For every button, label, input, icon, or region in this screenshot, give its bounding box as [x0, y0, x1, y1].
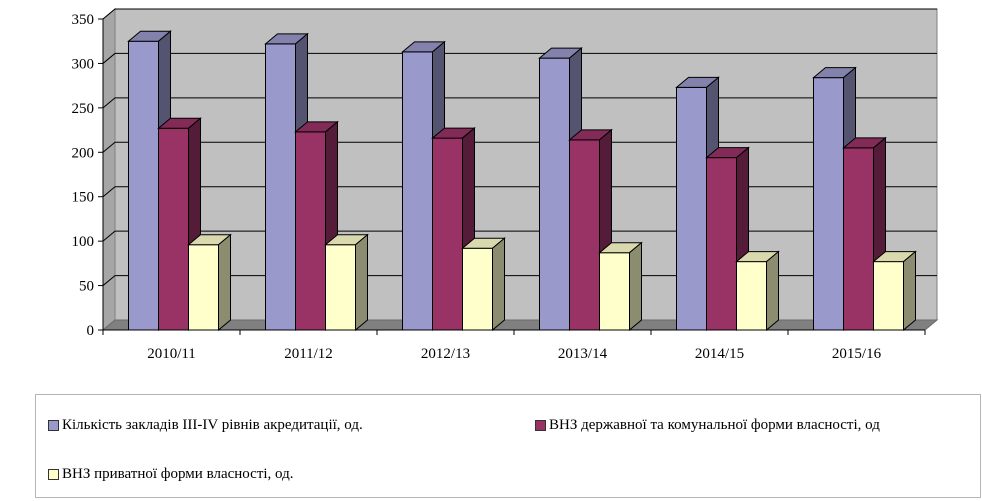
- bar: [187, 233, 232, 332]
- side-wall: [102, 7, 116, 332]
- legend-item-2: ВНЗ державної та комунальної форми власн…: [535, 417, 880, 434]
- bar-front: [462, 247, 493, 331]
- bar-side: [492, 237, 505, 332]
- bar: [735, 250, 780, 332]
- bar-front: [539, 57, 570, 331]
- x-tick-label: 2012/13: [421, 346, 470, 362]
- bar: [872, 250, 917, 332]
- legend-swatch-2: [535, 420, 546, 431]
- y-tick-label: 350: [72, 12, 95, 28]
- bar: [324, 233, 369, 332]
- bar: [705, 146, 750, 332]
- legend-swatch-3: [48, 469, 59, 480]
- y-tick-label: 0: [87, 323, 95, 339]
- bar-front: [295, 131, 326, 331]
- bar: [461, 237, 506, 332]
- gridline: [102, 186, 937, 198]
- x-tick-label: 2010/11: [147, 346, 196, 362]
- y-tick-labels: 0 50 100 150 200 250 300 350: [72, 12, 95, 339]
- bar: [538, 47, 583, 332]
- bar-front: [569, 139, 600, 331]
- bar-chart: 0 50 100 150 200 250 300 350 2010/11 2011/12 2012…: [72, 7, 939, 362]
- x-tick-label: 2015/16: [832, 346, 882, 362]
- bar-front: [843, 147, 874, 331]
- bar-side: [218, 233, 231, 332]
- bar: [568, 128, 613, 332]
- gridline: [102, 275, 937, 286]
- bar-front: [599, 252, 630, 331]
- axes: [98, 18, 926, 335]
- legend-swatch-1: [48, 420, 59, 431]
- bar-front: [158, 127, 189, 331]
- bar-front: [873, 261, 904, 331]
- x-tick-label: 2011/12: [284, 346, 333, 362]
- bar-front: [402, 51, 433, 331]
- x-tick-label: 2014/15: [695, 346, 744, 362]
- legend: Кількість закладів ІІІ-IV рівнів акредит…: [35, 394, 981, 498]
- gridline: [102, 230, 937, 242]
- legend-label-1: Кількість закладів ІІІ-IV рівнів акредит…: [62, 417, 363, 433]
- y-tick-label: 200: [72, 145, 95, 161]
- bar-front: [676, 86, 707, 331]
- bar-front: [128, 40, 159, 331]
- y-tick-label: 50: [79, 279, 94, 295]
- gridlines: [102, 8, 937, 286]
- legend-item-3: ВНЗ приватної форми власності, од.: [48, 466, 294, 483]
- bar-front: [432, 137, 463, 331]
- bar-front: [813, 77, 844, 331]
- y-tick-label: 100: [72, 234, 95, 250]
- bar-front: [188, 244, 219, 331]
- bar: [157, 117, 202, 332]
- bars: [127, 30, 917, 332]
- y-tick-label: 250: [72, 101, 95, 117]
- x-tick-labels: 2010/11 2011/12 2012/13 2013/14 2014/15 2015/…: [147, 346, 881, 362]
- y-tick-label: 300: [72, 56, 95, 72]
- bar-side: [903, 250, 916, 332]
- legend-label-2: ВНЗ державної та комунальної форми власн…: [549, 417, 880, 433]
- bar: [598, 241, 643, 332]
- bar-front: [325, 244, 356, 331]
- legend-label-3: ВНЗ приватної форми власності, од.: [62, 466, 294, 482]
- y-tick-label: 150: [72, 190, 95, 206]
- bar-side: [355, 233, 368, 332]
- bar-front: [736, 261, 767, 331]
- bar-side: [629, 241, 642, 332]
- bar-front: [706, 157, 737, 331]
- bar-side: [766, 250, 779, 332]
- legend-item-1: Кількість закладів ІІІ-IV рівнів акредит…: [48, 417, 363, 434]
- x-tick-label: 2013/14: [558, 346, 608, 362]
- gridline: [102, 8, 937, 20]
- gridline: [102, 52, 937, 64]
- gridline: [102, 97, 937, 109]
- bar-front: [265, 43, 296, 331]
- gridline: [102, 141, 937, 153]
